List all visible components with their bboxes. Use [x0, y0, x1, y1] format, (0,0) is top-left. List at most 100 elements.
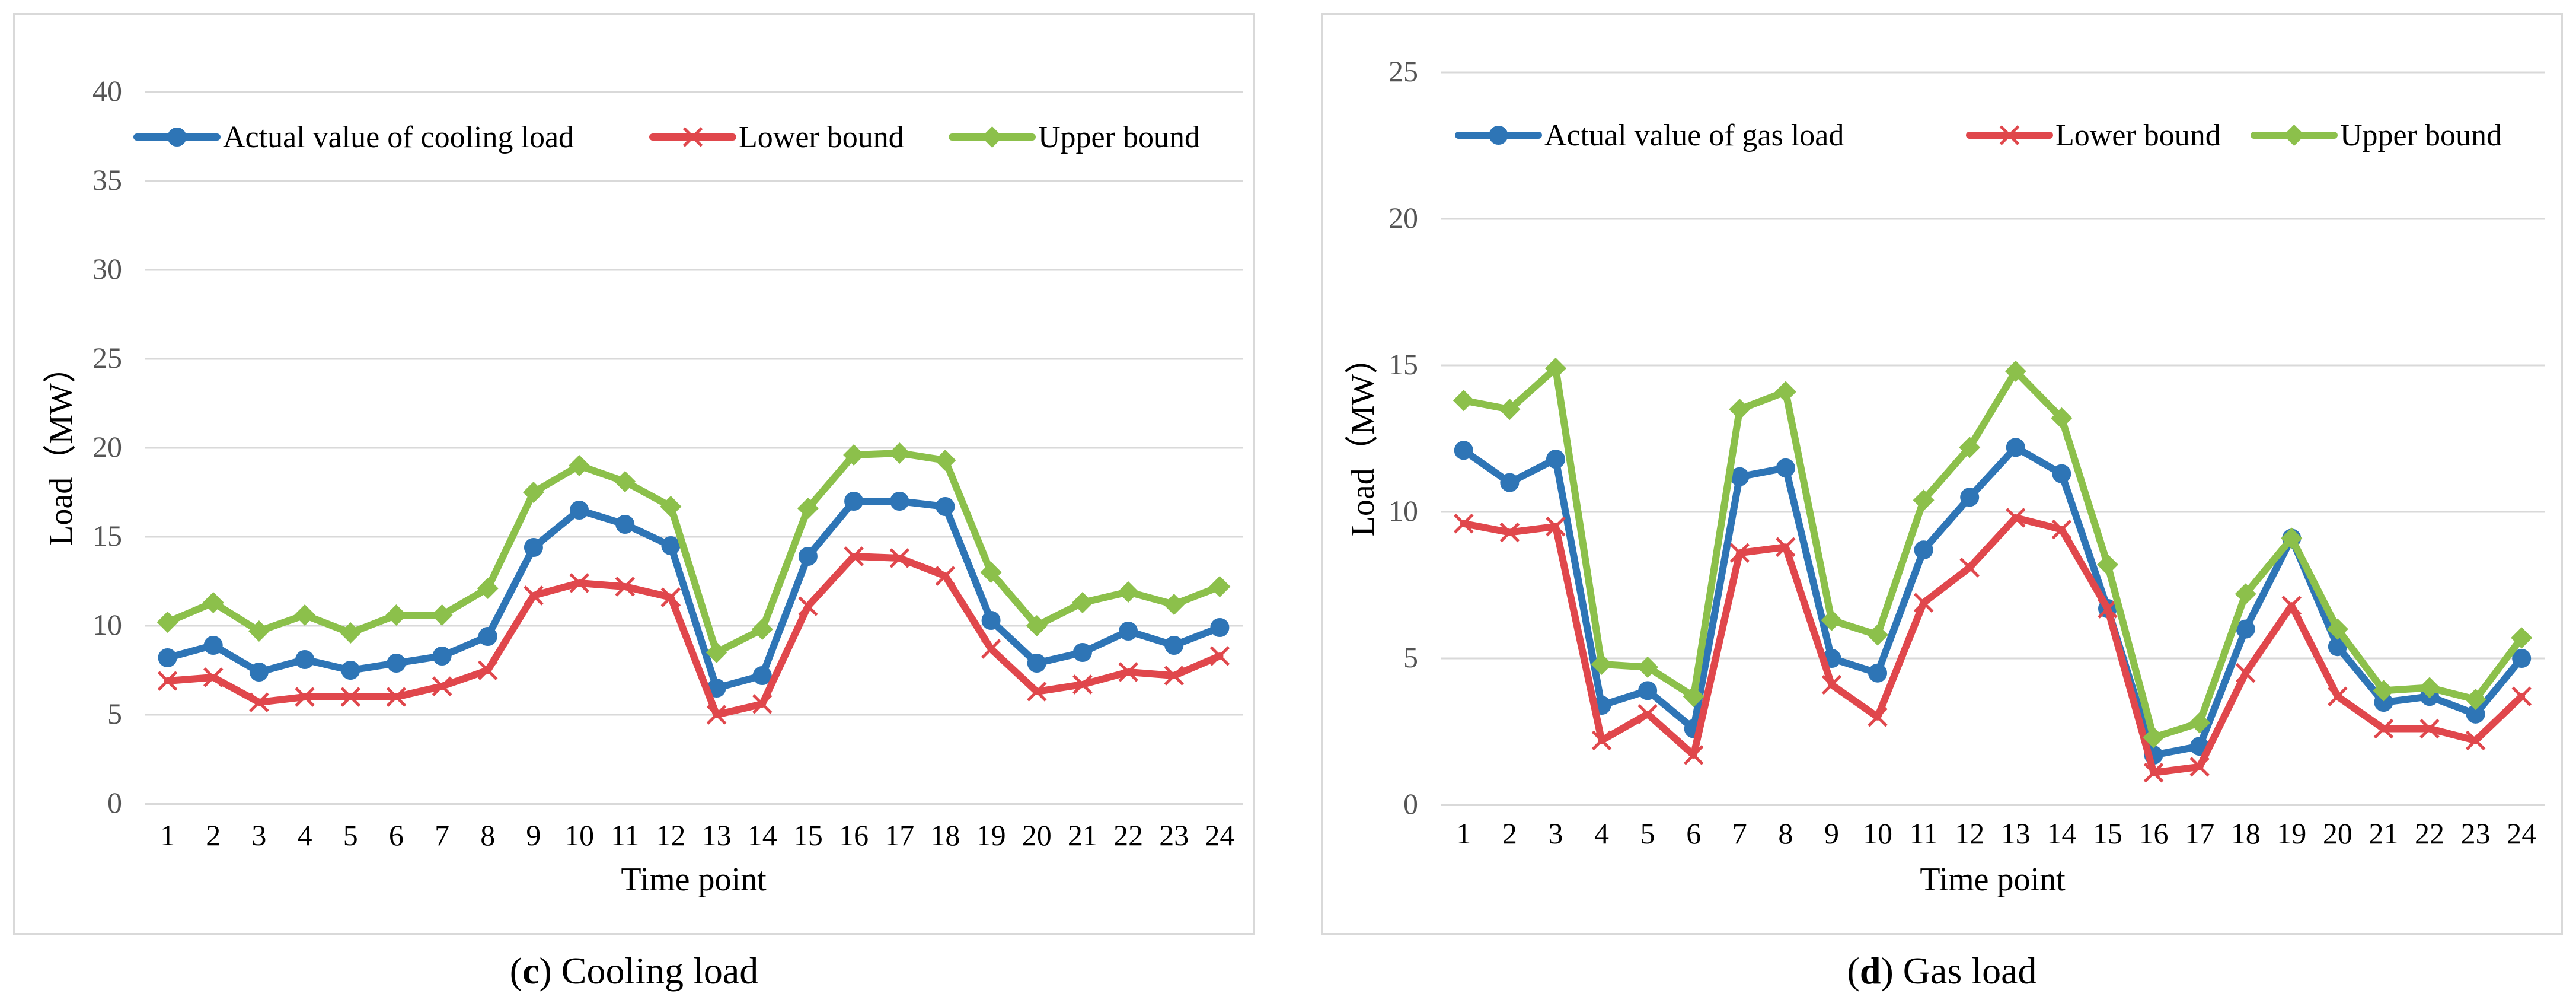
- data-point-circle: [570, 501, 589, 520]
- x-tick-label: 4: [1594, 817, 1609, 850]
- y-tick-label: 20: [1388, 201, 1418, 234]
- data-point-x: [203, 667, 224, 687]
- data-point-circle: [1454, 441, 1473, 460]
- data-point-x: [1683, 745, 1704, 765]
- data-point-diamond: [2511, 627, 2533, 649]
- data-point-x: [798, 596, 818, 616]
- data-point-circle: [1489, 126, 1508, 145]
- x-tick-label: 19: [2277, 817, 2306, 850]
- series-upper: [1453, 357, 2533, 749]
- data-point-x: [1026, 682, 1047, 702]
- legend-label: Lower bound: [739, 120, 904, 154]
- series-actual: [1454, 438, 2532, 765]
- data-point-diamond: [340, 622, 362, 644]
- data-point-x: [2143, 762, 2164, 783]
- data-point-x: [2328, 686, 2348, 706]
- data-point-diamond: [248, 620, 270, 642]
- gridlines: [1441, 71, 2545, 660]
- data-point-circle: [1638, 681, 1658, 700]
- x-tick-label: 14: [2047, 817, 2076, 850]
- data-point-x: [477, 660, 498, 680]
- data-point-diamond: [1637, 656, 1659, 678]
- data-point-circle: [167, 128, 187, 147]
- data-point-x: [249, 692, 269, 712]
- data-point-circle: [203, 636, 223, 655]
- x-tick-label: 21: [1068, 819, 1097, 852]
- legend-label: Upper bound: [2340, 119, 2502, 152]
- caption-cooling-load: (c) Cooling load: [509, 950, 759, 992]
- x-tick-label: 14: [748, 819, 777, 852]
- y-tick-label: 20: [92, 430, 122, 463]
- data-point-x: [2051, 519, 2072, 540]
- data-point-diamond: [1499, 399, 1521, 421]
- data-point-diamond: [1453, 390, 1474, 412]
- x-tick-label: 15: [2093, 817, 2122, 850]
- x-tick-label: 23: [2461, 817, 2491, 850]
- data-point-diamond: [1774, 381, 1796, 403]
- y-axis-title: Load（MW）: [43, 350, 79, 546]
- data-point-diamond: [1544, 357, 1566, 379]
- data-point-diamond: [2465, 689, 2486, 711]
- x-tick-label: 21: [2368, 817, 2398, 850]
- data-point-x: [2281, 596, 2302, 616]
- x-tick-label: 16: [2139, 817, 2169, 850]
- data-point-x: [660, 587, 681, 607]
- caption-letter: c: [522, 950, 540, 992]
- x-tick-labels: 1 2 3 4 5 6 7 8 9 10 11 12 13 14 15 16 17 18 19 20 21 22 23 24: [160, 819, 1234, 852]
- data-point-x: [2419, 718, 2440, 739]
- series-upper: [157, 442, 1231, 663]
- x-tick-label: 12: [1955, 817, 1984, 850]
- data-point-circle: [1210, 618, 1230, 637]
- data-point-x: [1913, 593, 1934, 613]
- data-point-circle: [2236, 619, 2255, 639]
- data-point-diamond: [2281, 527, 2303, 549]
- data-point-x: [432, 676, 452, 696]
- y-tick-label: 5: [1403, 641, 1418, 674]
- data-point-circle: [387, 654, 406, 673]
- x-tick-label: 1: [160, 819, 175, 852]
- x-tick-label: 2: [1502, 817, 1517, 850]
- x-tick-label: 3: [1548, 817, 1563, 850]
- x-tick-label: 24: [2507, 817, 2536, 850]
- data-point-circle: [249, 663, 269, 682]
- x-tick-label: 6: [389, 819, 404, 852]
- data-point-circle: [661, 536, 681, 555]
- data-point-diamond: [157, 612, 178, 633]
- y-tick-label: 15: [92, 519, 122, 552]
- data-point-x: [1821, 674, 1842, 695]
- x-tick-labels: 1 2 3 4 5 6 7 8 9 10 11 12 13 14 15 16 17 18 19 20 21 22 23 24: [1456, 817, 2536, 850]
- data-point-diamond: [2096, 553, 2118, 575]
- data-point-x: [1499, 522, 1520, 543]
- data-point-circle: [341, 661, 360, 680]
- data-point-x: [1637, 704, 1658, 724]
- data-point-diamond: [843, 444, 865, 466]
- x-tick-label: 23: [1159, 819, 1189, 852]
- legend-label: Actual value of cooling load: [223, 120, 574, 154]
- x-tick-label: 11: [1910, 817, 1938, 850]
- data-point-diamond: [889, 442, 911, 464]
- data-point-circle: [1119, 622, 1138, 641]
- data-point-x: [340, 687, 361, 707]
- data-point-diamond: [1867, 624, 1889, 646]
- legend-item-lower: Lower bound: [1966, 119, 2221, 152]
- data-point-circle: [1164, 636, 1184, 655]
- x-tick-label: 2: [206, 819, 221, 852]
- data-point-diamond: [660, 496, 682, 517]
- x-tick-label: 6: [1686, 817, 1701, 850]
- x-tick-label: 4: [298, 819, 312, 852]
- data-point-x: [157, 671, 178, 691]
- y-tick-label: 10: [1388, 494, 1418, 527]
- x-tick-label: 8: [1778, 817, 1793, 850]
- data-point-diamond: [294, 604, 316, 626]
- data-point-x: [844, 546, 864, 566]
- data-point-diamond: [1913, 489, 1935, 511]
- data-point-diamond: [2051, 407, 2073, 429]
- data-point-diamond: [522, 482, 544, 503]
- data-point-circle: [295, 650, 315, 669]
- y-tick-label: 35: [92, 163, 122, 196]
- x-axis-title: Time point: [621, 861, 767, 898]
- data-point-x: [2189, 757, 2210, 777]
- x-tick-label: 22: [2415, 817, 2444, 850]
- data-point-circle: [936, 497, 955, 516]
